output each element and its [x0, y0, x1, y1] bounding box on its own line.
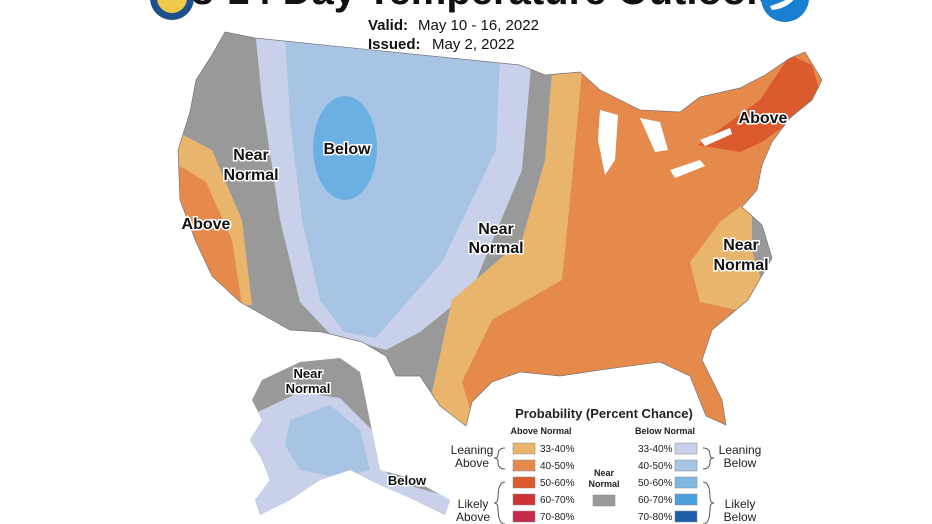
- legend-swatch: [674, 476, 698, 489]
- legend-swatch: [512, 442, 536, 455]
- region-label: Near Normal: [713, 237, 768, 274]
- title: 8-14 Day Temperature Outlook: [191, 0, 769, 13]
- legend-swatch: [512, 476, 536, 489]
- valid-label: Valid:: [368, 17, 408, 34]
- legend-swatch: [674, 493, 698, 506]
- legend-range: 50-60%: [540, 478, 575, 489]
- region-label: Above: [182, 216, 231, 233]
- legend-swatch: [512, 493, 536, 506]
- legend-group-label: Likely Above: [456, 497, 490, 524]
- legend-range: 40-50%: [638, 461, 673, 472]
- legend-swatch: [674, 510, 698, 523]
- legend-group-label: Leaning Above: [451, 443, 494, 470]
- legend-title: Probability (Percent Chance): [515, 406, 693, 421]
- legend-swatch: [674, 459, 698, 472]
- region-label: Below: [388, 473, 427, 488]
- legend-heading: Above Normal: [510, 426, 571, 436]
- legend-swatch: [592, 494, 616, 507]
- legend-brace: [493, 447, 506, 470]
- conus-outline: [177, 31, 823, 427]
- legend-swatch: [512, 510, 536, 523]
- legend-swatch: [674, 442, 698, 455]
- legend-heading: Below Normal: [635, 426, 695, 436]
- region-label: Near Normal: [286, 366, 331, 396]
- legend-swatch: [512, 459, 536, 472]
- legend-brace: [493, 481, 506, 524]
- legend-group-label: Likely Below: [724, 497, 757, 524]
- legend-range: 33-40%: [638, 444, 673, 455]
- noaa-logo: [150, 0, 194, 20]
- issued-label: Issued:: [368, 36, 421, 53]
- nws-logo: [761, 0, 809, 22]
- legend: Probability (Percent Chance) Above Norma…: [451, 406, 762, 524]
- legend-group-label: Leaning Below: [719, 443, 762, 470]
- legend-range: 60-70%: [540, 495, 575, 506]
- legend-near-normal: Near Normal: [588, 468, 619, 489]
- legend-brace: [702, 481, 715, 524]
- region-label: Near Normal: [223, 147, 278, 184]
- legend-range: 70-80%: [540, 512, 575, 523]
- alaska-map: [250, 358, 450, 515]
- legend-range: 40-50%: [540, 461, 575, 472]
- region-label: Above: [739, 110, 788, 127]
- issued-date: May 2, 2022: [432, 36, 515, 53]
- legend-brace: [702, 447, 715, 470]
- legend-range: 33-40%: [540, 444, 575, 455]
- region-label: Near Normal: [468, 221, 523, 257]
- region-label: Below: [323, 141, 371, 158]
- legend-range: 50-60%: [638, 478, 673, 489]
- lakes: [598, 110, 732, 178]
- valid-dates: May 10 - 16, 2022: [418, 17, 539, 34]
- legend-range: 70-80%: [638, 512, 673, 523]
- legend-range: 60-70%: [638, 495, 673, 506]
